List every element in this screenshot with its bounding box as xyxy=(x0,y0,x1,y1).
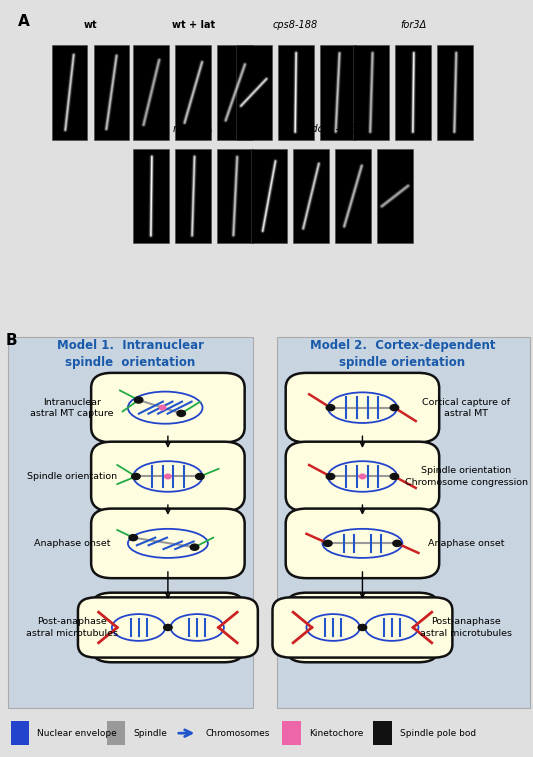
FancyBboxPatch shape xyxy=(8,337,253,708)
Bar xyxy=(293,149,329,243)
FancyBboxPatch shape xyxy=(277,337,530,708)
FancyBboxPatch shape xyxy=(272,597,453,658)
Text: Kinetochore: Kinetochore xyxy=(309,729,364,737)
Circle shape xyxy=(390,473,399,479)
Bar xyxy=(438,45,473,139)
Bar xyxy=(395,45,431,139)
Text: Model 1.  Intranuclear
spindle  orientation: Model 1. Intranuclear spindle orientatio… xyxy=(57,339,204,369)
Bar xyxy=(133,149,169,243)
Text: Post-anaphase
astral microtubules: Post-anaphase astral microtubules xyxy=(421,618,512,637)
Bar xyxy=(353,45,389,139)
Circle shape xyxy=(324,540,332,547)
Bar xyxy=(236,45,272,139)
Text: A: A xyxy=(18,14,30,29)
Text: wt + lat: wt + lat xyxy=(172,20,215,30)
Circle shape xyxy=(190,544,199,550)
Circle shape xyxy=(165,474,171,478)
Circle shape xyxy=(134,397,143,403)
Circle shape xyxy=(390,404,399,411)
FancyBboxPatch shape xyxy=(286,593,439,662)
Bar xyxy=(373,721,392,745)
Circle shape xyxy=(177,410,185,416)
Text: Anaphase onset: Anaphase onset xyxy=(34,539,110,548)
Circle shape xyxy=(326,473,335,479)
Circle shape xyxy=(393,540,401,547)
Bar xyxy=(251,149,287,243)
FancyBboxPatch shape xyxy=(286,373,439,442)
Bar xyxy=(217,149,253,243)
Bar xyxy=(282,721,301,745)
Bar xyxy=(107,721,125,745)
Text: wt: wt xyxy=(84,20,98,30)
Text: Spindle: Spindle xyxy=(133,729,167,737)
Text: Chromosomes: Chromosomes xyxy=(205,729,270,737)
Text: for3Δ: for3Δ xyxy=(400,20,426,30)
Text: Model 2.  Cortex-dependent
spindle orientation: Model 2. Cortex-dependent spindle orient… xyxy=(310,339,495,369)
Bar xyxy=(175,45,211,139)
Bar xyxy=(278,45,313,139)
FancyBboxPatch shape xyxy=(286,441,439,511)
Text: Spindle orientation
Chromosome congression: Spindle orientation Chromosome congressi… xyxy=(405,466,528,487)
Bar xyxy=(11,721,29,745)
Circle shape xyxy=(359,474,366,478)
Text: Spindle orientation: Spindle orientation xyxy=(27,472,117,481)
Text: Post-anaphase
astral microtubules: Post-anaphase astral microtubules xyxy=(26,618,118,637)
Circle shape xyxy=(358,625,367,631)
Bar xyxy=(52,45,87,139)
FancyBboxPatch shape xyxy=(286,509,439,578)
Text: myo52Δ: myo52Δ xyxy=(173,124,214,134)
Text: Nuclear envelope: Nuclear envelope xyxy=(37,729,117,737)
Bar xyxy=(217,45,253,139)
Bar xyxy=(377,149,413,243)
Text: Cortical capture of
astral MT: Cortical capture of astral MT xyxy=(422,397,511,418)
Text: Anaphase onset: Anaphase onset xyxy=(428,539,505,548)
Circle shape xyxy=(132,473,140,479)
Text: Spindle pole bod: Spindle pole bod xyxy=(400,729,476,737)
Text: cdc11-123: cdc11-123 xyxy=(306,124,358,134)
Circle shape xyxy=(326,404,335,411)
Circle shape xyxy=(129,534,138,540)
Circle shape xyxy=(196,473,204,479)
FancyBboxPatch shape xyxy=(91,509,245,578)
Bar xyxy=(320,45,356,139)
Circle shape xyxy=(159,405,166,410)
Bar xyxy=(335,149,371,243)
Bar xyxy=(133,45,169,139)
FancyBboxPatch shape xyxy=(91,441,245,511)
Text: cps8-188: cps8-188 xyxy=(273,20,318,30)
FancyBboxPatch shape xyxy=(78,597,258,658)
Circle shape xyxy=(164,625,172,631)
Bar xyxy=(175,149,211,243)
Text: B: B xyxy=(5,333,17,348)
FancyBboxPatch shape xyxy=(91,593,245,662)
Text: Intranuclear
astral MT capture: Intranuclear astral MT capture xyxy=(30,397,114,418)
Bar xyxy=(94,45,130,139)
FancyBboxPatch shape xyxy=(91,373,245,442)
